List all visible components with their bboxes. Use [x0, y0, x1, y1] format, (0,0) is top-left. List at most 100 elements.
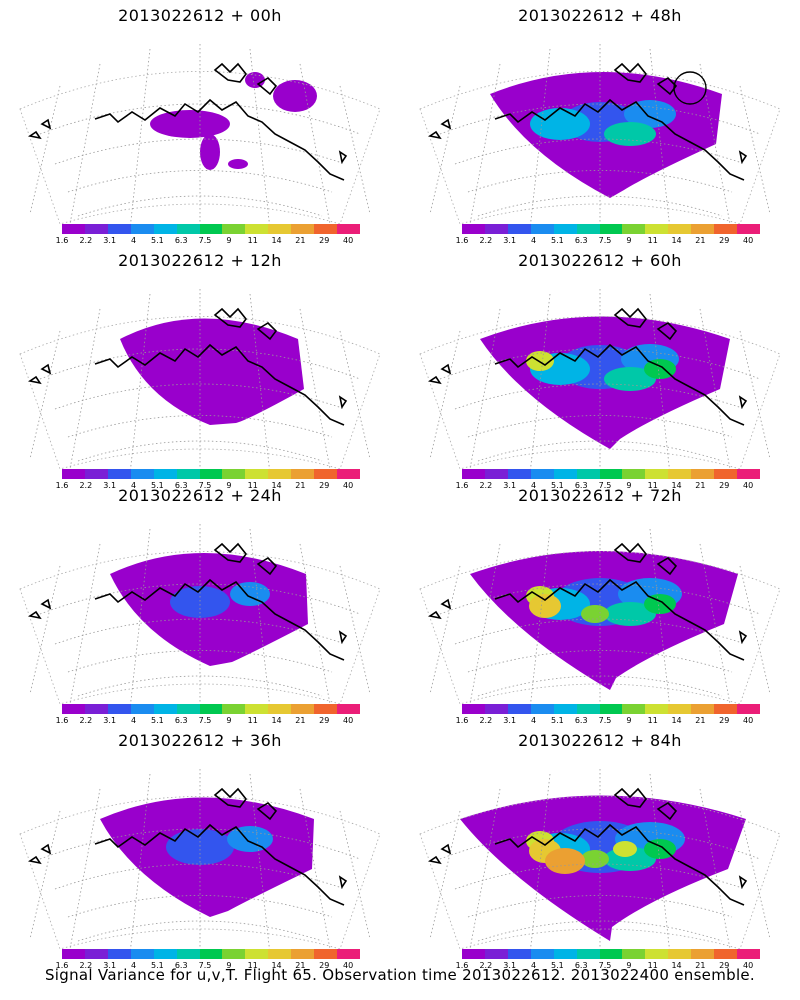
- colorbar-tick-label: 4: [530, 716, 537, 725]
- colorbar-segment: [337, 704, 360, 714]
- colorbar-segment: [84, 704, 108, 714]
- colorbar-tick-label: 9: [226, 236, 232, 245]
- colorbar-tick-label: 7.5: [198, 716, 212, 725]
- colorbar-tick-label: 14: [271, 961, 282, 970]
- colorbar-segment: [599, 704, 623, 714]
- colorbar-tick-label: 6.3: [574, 961, 588, 970]
- arctic-islands: [613, 62, 678, 96]
- colorbar-segment: [107, 469, 131, 479]
- colorbar-segment: [62, 704, 85, 714]
- map-panel: 2013022612 + 12h 1.6 2.2 3.1 4 5.1 6.3 7.5 9 11 14…: [0, 245, 400, 490]
- colorbar-tick-label: 3.1: [503, 236, 517, 245]
- colorbar-segment: [668, 704, 692, 714]
- contour-fill: [581, 850, 609, 868]
- colorbar-tick-label: 21: [295, 236, 306, 245]
- colorbar-tick-label: 1.6: [455, 716, 469, 725]
- colorbar-tick-label: 29: [319, 236, 330, 245]
- colorbar-segment: [530, 469, 554, 479]
- colorbar-segment: [553, 704, 577, 714]
- contour-fill: [644, 839, 676, 859]
- colorbar-segment: [153, 224, 177, 234]
- colorbar-segment: [314, 469, 338, 479]
- map-panel: 2013022612 + 00h 1.6 2.2 3.1 4 5.1 6.3 7.5 9 11 14…: [0, 0, 400, 245]
- polar-map: [19, 44, 381, 224]
- colorbar-tick-label: 5.1: [150, 481, 164, 490]
- colorbar-segment: [714, 469, 738, 479]
- colorbar-tick-label: 9: [626, 481, 632, 490]
- colorbar-tick-label: 11: [647, 481, 658, 490]
- island-outlines: [427, 598, 748, 645]
- colorbar-tick-label: 29: [719, 236, 730, 245]
- contour-fill: [644, 594, 676, 614]
- colorbar-labels: 1.6 2.2 3.1 4 5.1 6.3 7.5 9 11 14 21 29 40: [52, 716, 370, 726]
- colorbar-labels: 1.6 2.2 3.1 4 5.1 6.3 7.5 9 11 14 21 29 40: [452, 236, 770, 246]
- colorbar-segment: [130, 949, 154, 959]
- colorbar-tick-label: 4: [530, 236, 537, 245]
- colorbar-segment: [337, 469, 360, 479]
- map-boundary: [19, 796, 381, 949]
- arctic-islands: [213, 787, 278, 821]
- colorbar-tick-label: 29: [719, 481, 730, 490]
- colorbar-segment: [645, 704, 669, 714]
- colorbar-tick-label: 7.5: [198, 961, 212, 970]
- colorbar-tick-label: 29: [319, 716, 330, 725]
- colorbar-segment: [484, 469, 508, 479]
- colorbar-tick-label: 6.3: [174, 716, 188, 725]
- colorbar: [62, 469, 360, 479]
- polar-map: [419, 769, 781, 949]
- colorbar-segment: [599, 469, 623, 479]
- colorbar-segment: [176, 949, 200, 959]
- colorbar-tick-label: 29: [319, 481, 330, 490]
- map-boundary: [19, 551, 381, 704]
- colorbar-tick-label: 7.5: [598, 961, 612, 970]
- colorbar-tick-label: 6.3: [574, 236, 588, 245]
- arctic-islands: [613, 787, 678, 821]
- contour-fill: [604, 602, 656, 626]
- contour-fill: [644, 359, 676, 379]
- colorbar-tick-label: 1.6: [455, 236, 469, 245]
- colorbar-segment: [737, 949, 760, 959]
- map-boundary: [419, 71, 781, 224]
- colorbar-segment: [176, 469, 200, 479]
- colorbar-tick-label: 11: [247, 716, 258, 725]
- contour-fill: [150, 110, 230, 138]
- colorbar-tick-label: 40: [742, 481, 754, 490]
- colorbar-tick-label: 4: [130, 481, 137, 490]
- colorbar-segment: [714, 704, 738, 714]
- variance-field: [120, 318, 304, 425]
- colorbar-segment: [714, 224, 738, 234]
- colorbar-segment: [622, 949, 646, 959]
- colorbar: [462, 224, 760, 234]
- colorbar-segment: [737, 469, 760, 479]
- colorbar-tick-label: 5.1: [150, 236, 164, 245]
- colorbar-segment: [107, 224, 131, 234]
- colorbar-segment: [462, 704, 485, 714]
- contour-fill: [624, 100, 676, 128]
- colorbar-segment: [153, 704, 177, 714]
- contour-fill: [227, 826, 273, 852]
- colorbar-segment: [268, 704, 292, 714]
- coastline: [494, 823, 745, 906]
- colorbar-tick-label: 2.2: [479, 961, 493, 970]
- colorbar-tick-label: 7.5: [198, 236, 212, 245]
- map-boundary: [419, 316, 781, 469]
- colorbar-tick-label: 3.1: [503, 481, 517, 490]
- colorbar-labels: 1.6 2.2 3.1 4 5.1 6.3 7.5 9 11 14 21 29 40: [452, 481, 770, 491]
- contour-fill: [228, 159, 248, 169]
- map-boundary: [19, 316, 381, 469]
- colorbar-tick-label: 6.3: [174, 961, 188, 970]
- contour-fill: [581, 605, 609, 623]
- island-outlines: [27, 363, 348, 410]
- colorbar-segment: [645, 949, 669, 959]
- colorbar-segment: [314, 704, 338, 714]
- colorbar-tick-label: 2.2: [79, 481, 93, 490]
- island-outlines: [27, 598, 348, 645]
- colorbar-segment: [622, 469, 646, 479]
- colorbar-tick-label: 1.6: [55, 481, 69, 490]
- colorbar-tick-label: 9: [626, 961, 632, 970]
- panel-title: 2013022612 + 72h: [518, 486, 682, 505]
- colorbar-tick-label: 11: [247, 481, 258, 490]
- colorbar-segment: [199, 469, 223, 479]
- colorbar-segment: [645, 224, 669, 234]
- colorbar-tick-label: 21: [695, 481, 706, 490]
